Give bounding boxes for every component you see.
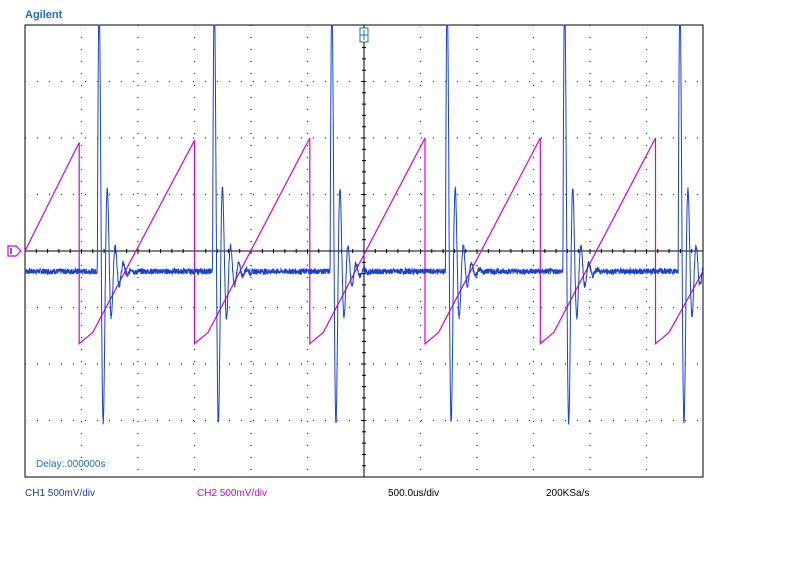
ch2-scale-label: CH2 500mV/div	[197, 488, 268, 499]
timebase-label: 500.0us/div	[388, 488, 440, 499]
graticule	[24, 24, 704, 478]
brand-logo: Agilent	[25, 9, 63, 21]
ch1-scale-label: CH1 500mV/div	[25, 488, 96, 499]
sample-rate-label: 200KSa/s	[546, 488, 590, 499]
delay-readout: Delay:.000000s	[36, 459, 106, 470]
markers	[7, 27, 369, 257]
ch1-trace-group	[24, 24, 704, 426]
ch2-ground-marker	[7, 245, 22, 257]
ch1-trace	[24, 24, 704, 426]
